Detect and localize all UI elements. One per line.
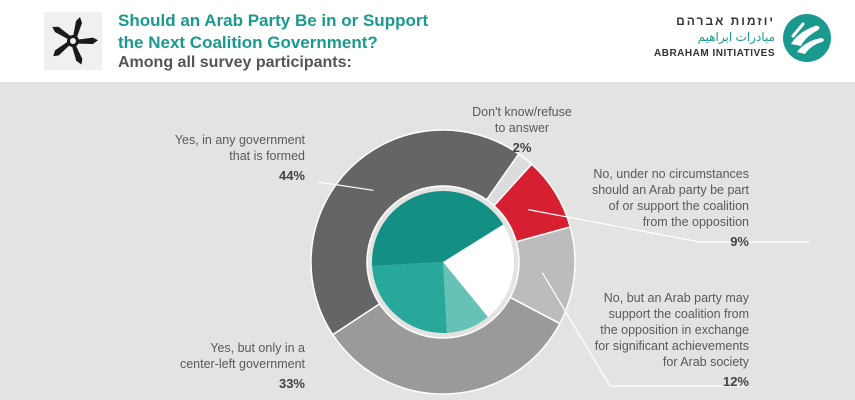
value-label: 12% — [722, 374, 749, 389]
title-line-2: the Next Coalition Government? — [118, 33, 378, 52]
brand-hands-icon — [783, 14, 831, 62]
label-no-but-support: No, but an Arab party may support the co… — [595, 290, 749, 390]
leader-line — [317, 181, 374, 191]
leader-line — [528, 209, 810, 243]
value-label: 9% — [730, 234, 749, 249]
label-line: that is formed — [229, 149, 305, 163]
chart-subtitle: Among all survey participants: — [118, 54, 352, 71]
value-label: 2% — [512, 140, 532, 155]
label-line: Yes, in any government — [174, 133, 305, 147]
label-line: No, under no circumstances — [593, 167, 749, 181]
label-line: for Arab society — [662, 355, 749, 369]
leader-line — [541, 272, 745, 387]
header: Should an Arab Party Be in or Support th… — [0, 0, 855, 82]
value-label: 44% — [278, 168, 305, 183]
inner-pie-slice — [372, 190, 504, 266]
label-no-under-no-circumstances: No, under no circumstances should an Ara… — [592, 166, 749, 250]
brand-hebrew: יוזמות אברהם — [676, 14, 775, 28]
chart-title: Should an Arab Party Be in or Support th… — [118, 10, 428, 54]
label-line: for significant achievements — [594, 339, 749, 353]
label-line: Don't know/refuse — [472, 105, 572, 119]
value-label: 33% — [278, 376, 305, 391]
brand-english: ABRAHAM INITIATIVES — [654, 48, 775, 59]
brand-arabic: مبادرات ابراهيم — [697, 30, 775, 44]
label-line: should an Arab party be part — [591, 183, 749, 197]
donut-segment — [331, 296, 561, 395]
inner-pie-slice — [372, 262, 447, 333]
label-yes-any-government: Yes, in any government that is formed 44… — [175, 132, 305, 184]
title-line-1: Should an Arab Party Be in or Support — [118, 11, 429, 30]
brand-logo: יוזמות אברהם مبادرات ابراهيم ABRAHAM INI… — [654, 12, 833, 62]
label-line: from the opposition — [642, 215, 749, 229]
label-line: Yes, but only in a — [210, 341, 305, 355]
label-line: of or support the coalition — [608, 199, 749, 213]
inner-pie-slice — [443, 224, 514, 318]
label-line: the opposition in exchange — [600, 323, 749, 337]
label-line: to answer — [494, 121, 550, 135]
label-dont-know: Don't know/refuse to answer 2% — [462, 104, 582, 156]
label-yes-center-left: Yes, but only in a center-left governmen… — [180, 340, 305, 392]
inner-pie-slice — [443, 262, 488, 333]
hands-logo-icon — [44, 12, 102, 70]
label-line: No, but an Arab party may — [603, 291, 749, 305]
label-line: center-left government — [179, 357, 305, 371]
donut-segment — [310, 129, 520, 336]
label-line: support the coalition from — [608, 307, 749, 321]
